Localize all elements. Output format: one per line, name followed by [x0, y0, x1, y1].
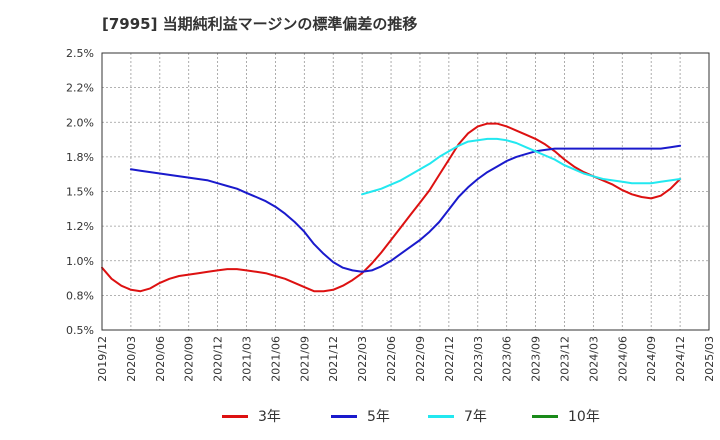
y-tick-label: 1.0%: [66, 255, 94, 268]
x-tick-label: 2022/06: [385, 336, 398, 382]
x-tick-label: 2020/12: [212, 336, 225, 382]
y-tick-label: 0.5%: [66, 324, 94, 337]
legend-swatch: [532, 414, 558, 418]
x-tick-label: 2024/03: [587, 336, 600, 382]
plot-area-background: [102, 53, 709, 330]
legend-item: 5年: [331, 404, 390, 428]
x-tick-label: 2023/06: [501, 336, 514, 382]
x-tick-label: 2021/09: [298, 336, 311, 382]
x-tick-label: 2022/09: [414, 336, 427, 382]
legend-swatch: [428, 414, 454, 418]
legend-label: 3年: [258, 409, 281, 425]
x-tick-label: 2021/06: [269, 336, 282, 382]
x-tick-label: 2021/12: [327, 336, 340, 382]
series-line-3年: [101, 122, 682, 293]
legend: 3年 5年 7年 10年: [0, 404, 720, 428]
y-axis-tick-labels: 0.5% 0.8% 1.0% 1.2% 1.5% 1.8% 2.0% 2.2% 2.5%: [66, 47, 94, 337]
series-lines: [101, 122, 682, 293]
y-tick-label: 1.5%: [66, 186, 94, 199]
legend-label: 5年: [367, 409, 390, 425]
line-chart: 0.5% 0.8% 1.0% 1.2% 1.5% 1.8% 2.0% 2.2% 2.5% 201…: [66, 47, 716, 382]
x-tick-label: 2020/03: [125, 336, 138, 382]
x-tick-label: 2020/09: [183, 336, 196, 382]
y-tick-label: 2.5%: [66, 47, 94, 60]
series-line-7年: [361, 137, 682, 196]
x-tick-label: 2023/12: [558, 336, 571, 382]
x-tick-label: 2020/06: [154, 336, 167, 382]
x-axis-tick-labels: 2019/12 2020/03 2020/06 2020/09 2020/12 2021/…: [96, 336, 716, 382]
y-tick-label: 1.2%: [66, 220, 94, 233]
legend-item: 10年: [532, 404, 600, 428]
y-tick-label: 0.8%: [66, 289, 94, 302]
x-tick-label: 2023/03: [472, 336, 485, 382]
legend-label: 10年: [568, 409, 600, 425]
x-tick-label: 2024/09: [645, 336, 658, 382]
legend-swatch: [331, 414, 357, 418]
x-tick-label: 2022/03: [356, 336, 369, 382]
legend-swatch: [222, 414, 248, 418]
y-tick-label: 1.8%: [66, 151, 94, 164]
x-tick-label: 2021/03: [241, 336, 254, 382]
x-tick-label: 2019/12: [96, 336, 109, 382]
series-line-5年: [129, 144, 682, 273]
chart-title: [7995] 当期純利益マージンの標準偏差の推移: [102, 15, 418, 33]
y-tick-label: 2.2%: [66, 82, 94, 95]
legend-label: 7年: [464, 409, 487, 425]
y-tick-label: 2.0%: [66, 116, 94, 129]
legend-item: 3年: [222, 404, 281, 428]
x-tick-label: 2024/12: [674, 336, 687, 382]
x-tick-label: 2025/03: [703, 336, 716, 382]
legend-item: 7年: [428, 404, 487, 428]
x-tick-label: 2023/09: [530, 336, 543, 382]
grid-lines: [102, 53, 709, 330]
plot-area-border: [101, 52, 710, 331]
x-tick-label: 2022/12: [443, 336, 456, 382]
x-tick-label: 2024/06: [616, 336, 629, 382]
